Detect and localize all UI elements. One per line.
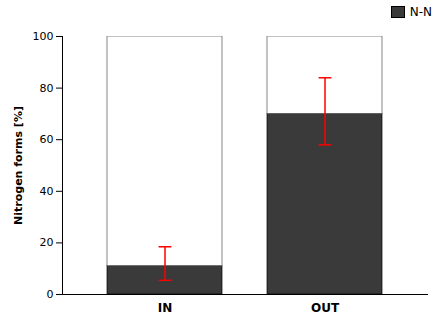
svg-text:20: 20 <box>40 236 54 249</box>
html-text:N-N: N-N <box>409 5 432 19</box>
svg-text:IN: IN <box>158 301 173 315</box>
svg-text:80: 80 <box>40 82 54 95</box>
svg-text:Nitrogen forms [%]: Nitrogen forms [%] <box>12 106 25 225</box>
svg-text:100: 100 <box>33 30 54 43</box>
svg-text:0: 0 <box>47 288 54 301</box>
svg-text:60: 60 <box>40 133 54 146</box>
svg-text:OUT: OUT <box>311 301 340 315</box>
svg-text:40: 40 <box>40 185 54 198</box>
